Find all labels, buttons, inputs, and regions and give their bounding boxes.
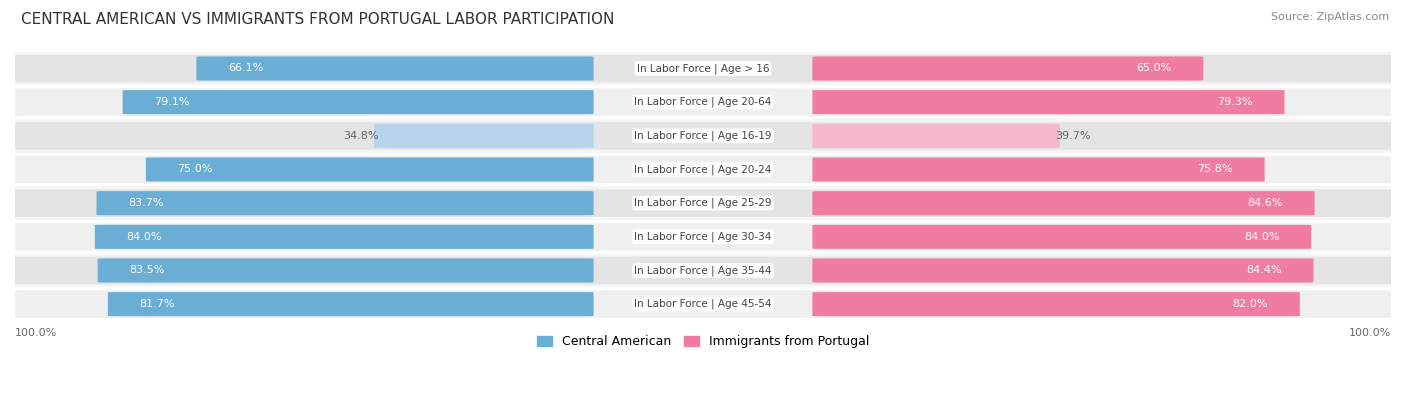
FancyBboxPatch shape: [813, 90, 1285, 114]
Legend: Central American, Immigrants from Portugal: Central American, Immigrants from Portug…: [531, 330, 875, 354]
FancyBboxPatch shape: [1, 55, 1405, 82]
Text: 100.0%: 100.0%: [1348, 328, 1391, 338]
Text: 100.0%: 100.0%: [15, 328, 58, 338]
Text: In Labor Force | Age 35-44: In Labor Force | Age 35-44: [634, 265, 772, 276]
Bar: [15, 152, 1391, 186]
Text: 83.5%: 83.5%: [129, 265, 165, 275]
Text: In Labor Force | Age 20-24: In Labor Force | Age 20-24: [634, 164, 772, 175]
Text: In Labor Force | Age > 16: In Labor Force | Age > 16: [637, 63, 769, 74]
Text: 75.8%: 75.8%: [1198, 164, 1233, 175]
Text: 79.1%: 79.1%: [155, 97, 190, 107]
Bar: [15, 52, 1391, 85]
FancyBboxPatch shape: [1, 223, 1405, 251]
Bar: [15, 287, 1391, 321]
FancyBboxPatch shape: [813, 292, 1299, 316]
Text: 84.4%: 84.4%: [1246, 265, 1282, 275]
Bar: [15, 85, 1391, 119]
FancyBboxPatch shape: [1, 88, 1405, 116]
FancyBboxPatch shape: [813, 56, 1204, 81]
Text: 65.0%: 65.0%: [1136, 64, 1171, 73]
Text: 82.0%: 82.0%: [1233, 299, 1268, 309]
FancyBboxPatch shape: [1, 257, 1405, 284]
Text: 34.8%: 34.8%: [343, 131, 378, 141]
Text: 84.0%: 84.0%: [127, 232, 162, 242]
FancyBboxPatch shape: [1, 290, 1405, 318]
Bar: [15, 186, 1391, 220]
FancyBboxPatch shape: [813, 158, 1264, 182]
Text: 84.6%: 84.6%: [1247, 198, 1282, 208]
FancyBboxPatch shape: [813, 258, 1313, 282]
Text: In Labor Force | Age 16-19: In Labor Force | Age 16-19: [634, 131, 772, 141]
Bar: [15, 254, 1391, 287]
FancyBboxPatch shape: [813, 124, 1060, 148]
Text: 75.0%: 75.0%: [177, 164, 212, 175]
Text: In Labor Force | Age 25-29: In Labor Force | Age 25-29: [634, 198, 772, 209]
FancyBboxPatch shape: [122, 90, 593, 114]
FancyBboxPatch shape: [108, 292, 593, 316]
Bar: [15, 220, 1391, 254]
FancyBboxPatch shape: [97, 191, 593, 215]
Text: 79.3%: 79.3%: [1218, 97, 1253, 107]
FancyBboxPatch shape: [146, 158, 593, 182]
Bar: [15, 119, 1391, 152]
Text: 81.7%: 81.7%: [139, 299, 174, 309]
FancyBboxPatch shape: [813, 225, 1312, 249]
FancyBboxPatch shape: [813, 191, 1315, 215]
Text: In Labor Force | Age 30-34: In Labor Force | Age 30-34: [634, 231, 772, 242]
FancyBboxPatch shape: [1, 189, 1405, 217]
Text: In Labor Force | Age 20-64: In Labor Force | Age 20-64: [634, 97, 772, 107]
Text: 84.0%: 84.0%: [1244, 232, 1279, 242]
Text: CENTRAL AMERICAN VS IMMIGRANTS FROM PORTUGAL LABOR PARTICIPATION: CENTRAL AMERICAN VS IMMIGRANTS FROM PORT…: [21, 12, 614, 27]
Text: In Labor Force | Age 45-54: In Labor Force | Age 45-54: [634, 299, 772, 309]
Text: Source: ZipAtlas.com: Source: ZipAtlas.com: [1271, 12, 1389, 22]
Text: 83.7%: 83.7%: [128, 198, 163, 208]
Text: 39.7%: 39.7%: [1056, 131, 1091, 141]
Text: 66.1%: 66.1%: [228, 64, 263, 73]
FancyBboxPatch shape: [1, 156, 1405, 183]
FancyBboxPatch shape: [197, 56, 593, 81]
FancyBboxPatch shape: [97, 258, 593, 282]
FancyBboxPatch shape: [1, 122, 1405, 150]
FancyBboxPatch shape: [374, 124, 593, 148]
FancyBboxPatch shape: [94, 225, 593, 249]
